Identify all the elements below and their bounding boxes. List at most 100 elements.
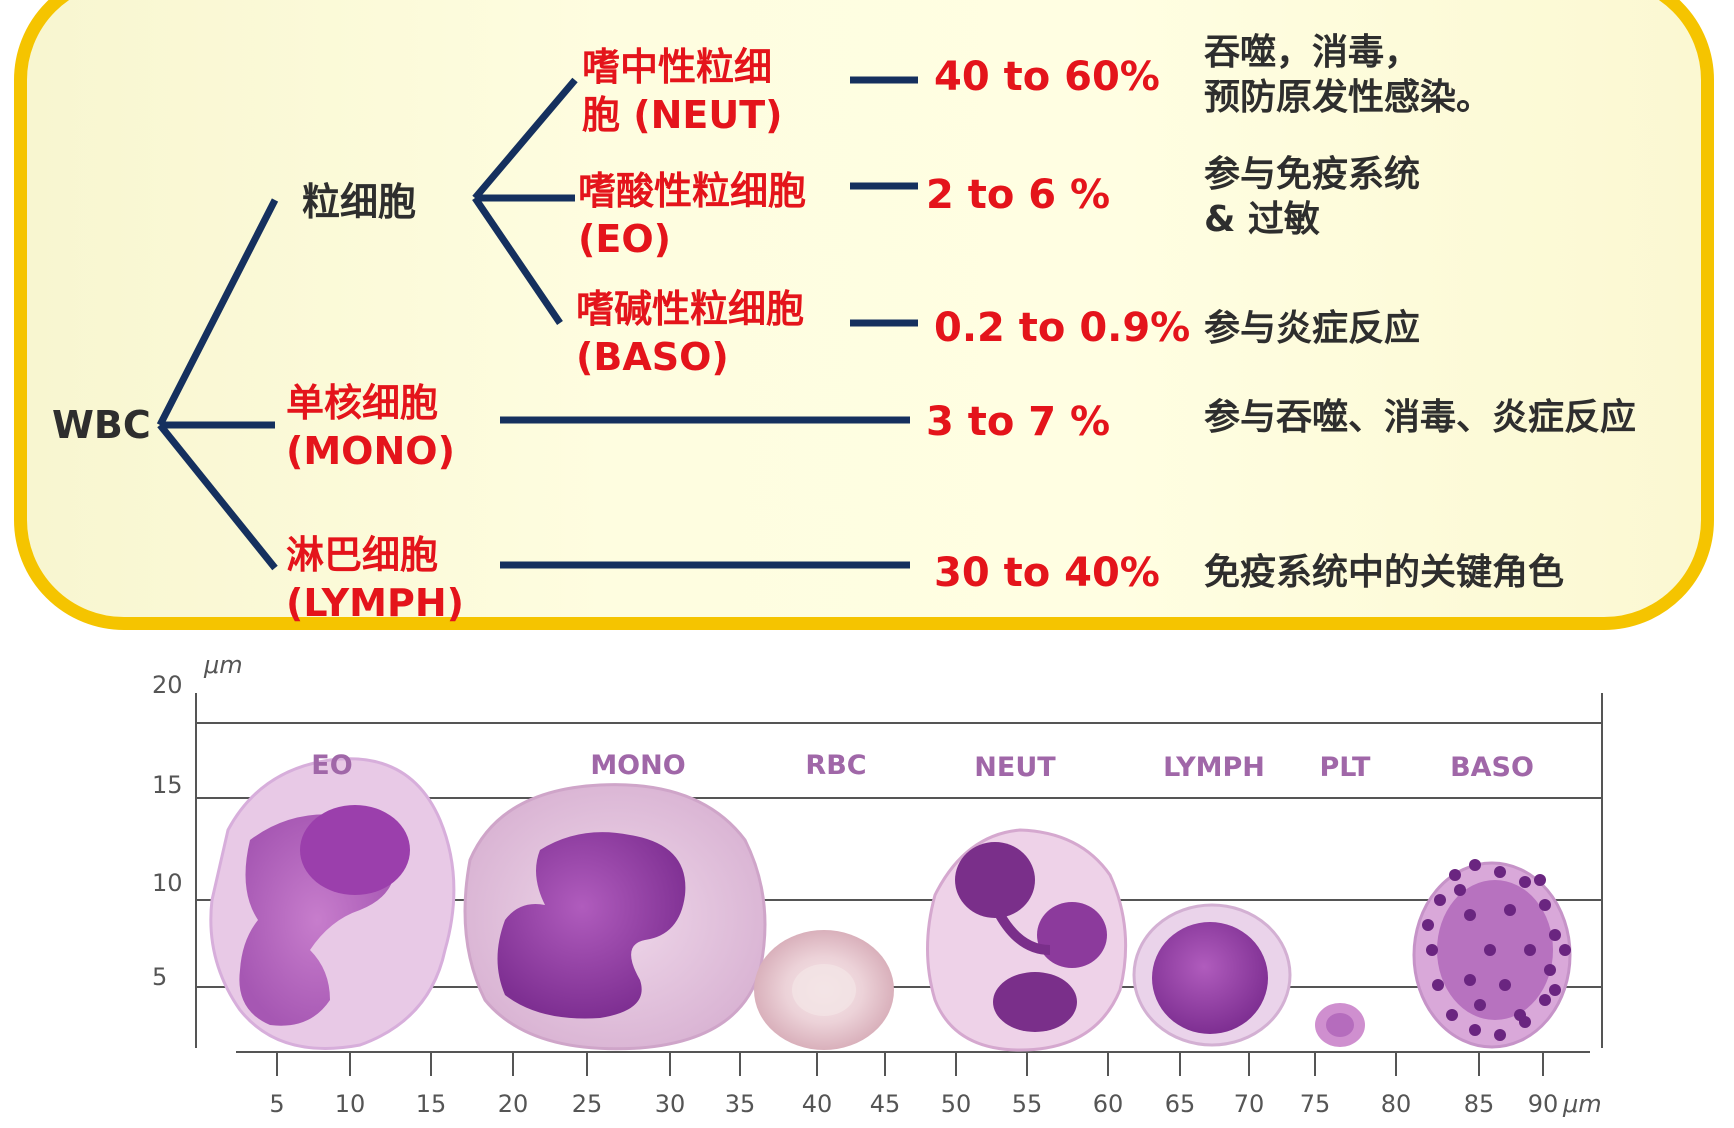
eo-function: 参与免疫系统 & 过敏 — [1204, 152, 1420, 243]
x-tick-label: 45 — [870, 1090, 901, 1118]
baso-granule — [1422, 919, 1434, 931]
baso-granule — [1544, 964, 1556, 976]
baso-granule — [1504, 904, 1516, 916]
y-tick-label: 5 — [152, 963, 167, 991]
lymph-label: 淋巴细胞 (LYMPH) — [286, 532, 464, 628]
baso-granule — [1484, 944, 1496, 956]
lymph-label-line2: (LYMPH) — [286, 580, 465, 625]
neut-function-line2: 预防原发性感染。 — [1204, 77, 1493, 119]
x-tick-label: 10 — [335, 1090, 366, 1118]
baso-granule — [1432, 979, 1444, 991]
baso-granule — [1549, 929, 1561, 941]
x-tick-label: 35 — [725, 1090, 756, 1118]
baso-granule — [1469, 1024, 1481, 1036]
neut-cell-image — [926, 828, 1128, 1052]
baso-granule — [1446, 1009, 1458, 1021]
x-unit-label: μm — [1562, 1090, 1602, 1118]
y-tick-label: 15 — [152, 771, 183, 799]
eo-range: 2 to 6 % — [926, 172, 1111, 218]
wbc-root-label: WBC — [52, 403, 151, 447]
lymph-function: 免疫系统中的关键角色 — [1204, 552, 1565, 593]
neut-label-line2: 胞 (NEUT) — [582, 92, 783, 137]
x-tick-label: 85 — [1464, 1090, 1495, 1118]
baso-function: 参与炎症反应 — [1204, 308, 1421, 349]
x-tick-label: 65 — [1165, 1090, 1196, 1118]
x-axis-tick-labels: 5 10 15 20 25 30 35 40 45 50 55 60 65 70 75 80 85 90 μm — [269, 1090, 1601, 1118]
cell-label-neut: NEUT — [974, 752, 1056, 783]
x-tick-label: 70 — [1234, 1090, 1265, 1118]
baso-granule — [1464, 974, 1476, 986]
connector-wbc-to-granulocyte — [156, 198, 279, 427]
lymph-cell-image — [1132, 903, 1292, 1047]
x-tick-label: 50 — [941, 1090, 972, 1118]
cell-label-baso: BASO — [1450, 752, 1534, 783]
eo-label: 嗜酸性粒细胞 (EO) — [578, 168, 806, 264]
baso-label-line2: (BASO) — [576, 334, 729, 379]
baso-granule — [1454, 884, 1466, 896]
mono-cell-image — [463, 783, 767, 1051]
neut-label: 嗜中性粒细 胞 (NEUT) — [582, 44, 783, 140]
baso-cell-image — [1412, 859, 1572, 1049]
baso-granule — [1426, 944, 1438, 956]
neut-label-line1: 嗜中性粒细 — [582, 45, 773, 89]
mono-function: 参与吞噬、消毒、炎症反应 — [1204, 397, 1637, 438]
baso-granule — [1494, 1029, 1506, 1041]
baso-granule — [1559, 944, 1571, 956]
eo-label-line2: (EO) — [578, 216, 671, 261]
baso-granule — [1534, 874, 1546, 886]
connector-gran-to-neut — [472, 77, 578, 201]
baso-granules — [1422, 859, 1571, 1041]
lymph-label-line1: 淋巴细胞 — [286, 533, 439, 577]
x-tick-label: 15 — [416, 1090, 447, 1118]
x-tick-label: 75 — [1300, 1090, 1331, 1118]
x-tick-label: 55 — [1012, 1090, 1043, 1118]
mono-range: 3 to 7 % — [926, 399, 1111, 445]
granulocyte-label: 粒细胞 — [302, 180, 417, 224]
mono-label: 单核细胞 (MONO) — [286, 380, 455, 476]
connector-gran-to-baso — [472, 196, 563, 325]
neut-function-line1: 吞噬，消毒， — [1204, 32, 1421, 73]
rbc-cell-image — [754, 930, 894, 1050]
cell-label-plt: PLT — [1320, 752, 1372, 783]
eo-label-line1: 嗜酸性粒细胞 — [578, 169, 807, 213]
baso-label-line1: 嗜碱性粒细胞 — [576, 287, 805, 331]
eo-function-line2: & 过敏 — [1204, 199, 1320, 241]
baso-granule — [1499, 979, 1511, 991]
baso-granule — [1514, 1009, 1526, 1021]
mono-label-line1: 单核细胞 — [286, 381, 439, 425]
cell-label-lymph: LYMPH — [1163, 752, 1265, 783]
x-axis-ticks — [276, 1052, 1544, 1076]
plt-cell-image — [1315, 1003, 1365, 1047]
baso-range: 0.2 to 0.9% — [934, 305, 1191, 351]
baso-granule — [1434, 894, 1446, 906]
tree-connector-lines — [156, 76, 918, 571]
baso-granule — [1494, 866, 1506, 878]
baso-granule — [1519, 876, 1531, 888]
y-tick-label: 20 — [152, 671, 183, 699]
y-unit-label: μm — [203, 651, 243, 679]
cell-label-mono: MONO — [590, 750, 685, 781]
cell-labels: EO MONO RBC NEUT LYMPH PLT BASO — [311, 750, 1534, 783]
baso-label: 嗜碱性粒细胞 (BASO) — [576, 286, 804, 382]
baso-granule — [1539, 994, 1551, 1006]
x-tick-label: 25 — [572, 1090, 603, 1118]
lymph-range: 30 to 40% — [934, 550, 1160, 596]
x-tick-label: 80 — [1381, 1090, 1412, 1118]
eo-function-line1: 参与免疫系统 — [1204, 154, 1421, 195]
neut-function: 吞噬，消毒， 预防原发性感染。 — [1204, 30, 1492, 121]
x-tick-label: 5 — [269, 1090, 284, 1118]
mono-label-line2: (MONO) — [286, 428, 455, 473]
baso-granule — [1539, 899, 1551, 911]
y-axis-tick-labels: 20 15 10 5 — [152, 671, 183, 991]
baso-granule — [1449, 869, 1461, 881]
x-tick-label: 90 — [1528, 1090, 1559, 1118]
baso-granule — [1469, 859, 1481, 871]
wbc-classification-panel — [14, 0, 1714, 630]
x-tick-label: 60 — [1093, 1090, 1124, 1118]
eo-cell-image — [209, 757, 456, 1050]
baso-granule — [1524, 944, 1536, 956]
connector-wbc-to-lymph — [157, 422, 278, 571]
cell-label-eo: EO — [311, 750, 352, 781]
baso-granule — [1549, 984, 1561, 996]
